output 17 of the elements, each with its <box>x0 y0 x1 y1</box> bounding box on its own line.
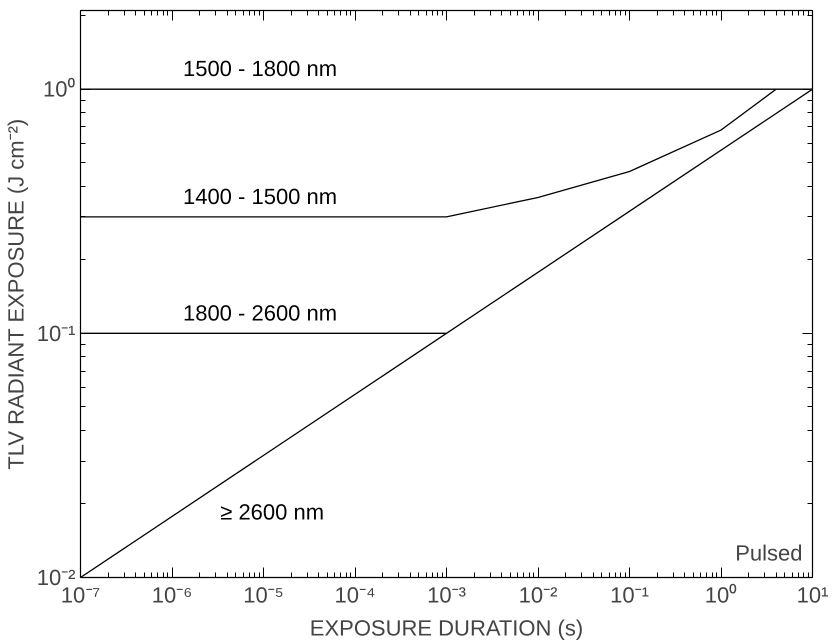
x-tick-label: 10¹ <box>796 582 828 608</box>
series-label: 1500 - 1800 nm <box>182 56 338 82</box>
annotation: Pulsed <box>735 540 803 566</box>
series-label: ≥ 2600 nm <box>220 500 324 525</box>
y-tick-label: 10⁻¹ <box>36 320 76 346</box>
x-axis-title: EXPOSURE DURATION (s) <box>310 616 584 640</box>
x-tick-label: 10⁰ <box>704 582 738 608</box>
x-tick-label: 10⁻⁵ <box>243 582 284 608</box>
y-tick-label: 10⁰ <box>43 76 76 102</box>
series-label: 1800 - 2600 nm <box>182 300 338 326</box>
y-axis-title: TLV RADIANT EXPOSURE (J cm⁻²) <box>4 118 29 470</box>
series-label: 1400 - 1500 nm <box>182 184 338 209</box>
x-tick-label: 10⁻¹ <box>610 582 649 608</box>
x-tick-label: 10⁻² <box>518 582 558 608</box>
x-tick-label: 10⁻³ <box>427 582 466 608</box>
x-tick-label: 10⁻⁴ <box>334 582 376 608</box>
x-tick-label: 10⁻⁶ <box>152 582 192 608</box>
